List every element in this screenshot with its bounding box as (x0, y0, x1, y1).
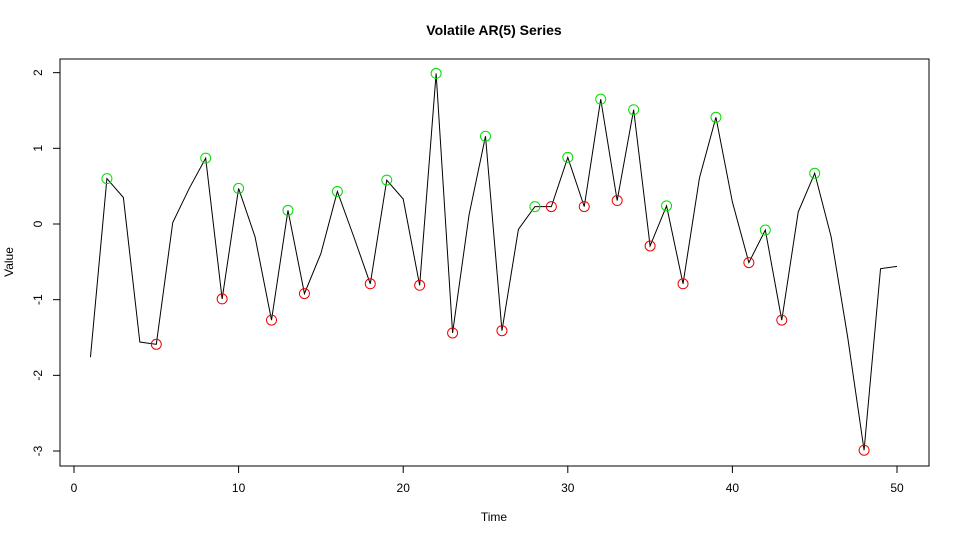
peak-marker (809, 167, 821, 179)
chart-title: Volatile AR(5) Series (426, 22, 562, 38)
peak-marker (710, 111, 722, 123)
x-axis: 0 10 20 30 40 50 (71, 465, 904, 495)
series-line (89, 73, 898, 451)
trough-marker (266, 314, 278, 326)
x-axis-label: Time (481, 510, 508, 524)
y-tick-label: 1 (31, 145, 45, 152)
peak-marker (628, 104, 640, 116)
trough-marker (364, 278, 376, 290)
y-tick-label: 0 (31, 220, 45, 227)
peak-marker (282, 204, 294, 216)
x-tick-label: 50 (890, 481, 904, 495)
peak-marker (200, 152, 212, 164)
peak-marker (233, 182, 245, 194)
series-layer (89, 73, 898, 451)
trough-marker (677, 278, 689, 290)
y-tick-label: -3 (31, 445, 45, 456)
peak-marker (480, 130, 491, 142)
peak-marker (381, 174, 393, 186)
x-tick-label: 20 (397, 481, 411, 495)
peak-markers (101, 67, 821, 236)
x-tick-label: 30 (561, 481, 575, 495)
y-tick-label: -2 (31, 370, 45, 381)
peak-marker (101, 173, 113, 185)
trough-marker (150, 338, 162, 350)
trough-marker (776, 314, 788, 326)
peak-marker (562, 151, 574, 163)
trough-marker (545, 201, 557, 213)
peak-marker (529, 201, 541, 213)
trough-marker (298, 288, 310, 300)
peak-marker (759, 224, 771, 236)
y-tick-label: -1 (31, 294, 45, 305)
trough-marker (496, 325, 508, 337)
y-tick-label: 2 (31, 69, 45, 76)
trough-marker (414, 279, 426, 291)
trough-marker (858, 444, 870, 456)
trough-marker (644, 240, 656, 252)
trough-marker (578, 201, 590, 213)
plot-frame (59, 58, 930, 467)
y-axis-label: Value (2, 247, 16, 277)
x-tick-label: 0 (71, 481, 78, 495)
peak-marker (331, 185, 343, 197)
x-tick-label: 10 (232, 481, 246, 495)
x-tick-label: 40 (726, 481, 740, 495)
trough-marker (743, 257, 755, 269)
peak-marker (661, 200, 673, 212)
trough-markers (150, 195, 870, 456)
peak-marker (595, 93, 607, 105)
y-axis: -3 -2 -1 0 1 2 (31, 69, 61, 456)
trough-marker (216, 293, 228, 305)
peak-marker (430, 67, 442, 79)
trough-marker (611, 195, 623, 207)
trough-marker (447, 327, 459, 339)
